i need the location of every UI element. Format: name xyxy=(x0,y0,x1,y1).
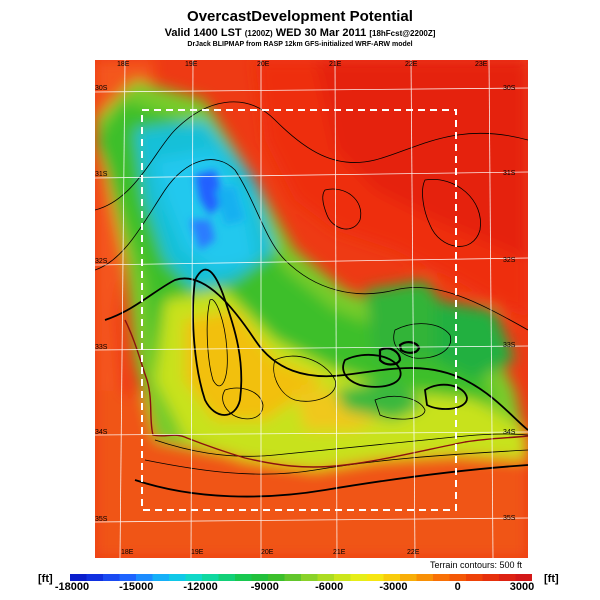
colorbar-swatch xyxy=(416,574,434,581)
colorbar-swatch xyxy=(383,574,401,581)
colorbar-swatch xyxy=(86,574,104,581)
lon-label: 21E xyxy=(329,61,342,68)
colorbar-swatch xyxy=(482,574,500,581)
colorbar-swatch xyxy=(433,574,451,581)
colorbar-tick-label: -12000 xyxy=(183,581,218,593)
colorbar-tick-label: -18000 xyxy=(54,581,90,593)
model-description: DrJack BLIPMAP from RASP 12km GFS-initia… xyxy=(187,41,413,48)
lon-labels-top: 18E 19E 20E 21E 22E 23E xyxy=(117,61,488,68)
lat-label: 31S xyxy=(503,170,516,177)
lon-label: 20E xyxy=(261,549,274,556)
colorbar xyxy=(70,574,532,581)
colorbar-swatch xyxy=(103,574,121,581)
field-shading xyxy=(95,60,528,558)
colorbar-swatch xyxy=(301,574,319,581)
valid-date: WED 30 Mar 2011 xyxy=(275,27,367,39)
colorbar-swatch xyxy=(169,574,187,581)
lat-label: 34S xyxy=(503,429,516,436)
colorbar-tick-label: -9000 xyxy=(250,581,279,593)
colorbar-units-left: [ft] xyxy=(38,573,53,585)
lon-label: 19E xyxy=(185,61,198,68)
colorbar-swatch xyxy=(449,574,467,581)
colorbar-tick-label: 0 xyxy=(454,581,461,593)
graticule xyxy=(95,60,528,558)
colorbar-swatch xyxy=(317,574,335,581)
colorbar-swatch xyxy=(284,574,302,581)
lat-label: 30S xyxy=(95,85,108,92)
colorbar-swatch xyxy=(499,574,517,581)
colorbar-units-right: [ft] xyxy=(544,573,559,585)
colorbar-swatch xyxy=(202,574,220,581)
terrain-contours xyxy=(95,101,528,498)
lat-label: 35S xyxy=(503,515,516,522)
colorbar-swatch xyxy=(235,574,253,581)
colorbar-tick-label: 3000 xyxy=(509,581,535,593)
lon-label: 18E xyxy=(121,549,134,556)
lon-label: 23E xyxy=(475,61,488,68)
valid-utc: (1200Z) xyxy=(244,29,273,38)
colorbar-swatch xyxy=(515,574,532,581)
colorbar-swatch xyxy=(152,574,170,581)
forecast-map: 18E 19E 20E 21E 22E 23E 18E 19E 20E 21E … xyxy=(95,60,528,558)
colorbar-tick-label: -6000 xyxy=(315,581,344,593)
colorbar-tick-label: -15000 xyxy=(119,581,154,593)
colorbar-swatch xyxy=(350,574,368,581)
blue-core xyxy=(195,170,225,215)
lat-label: 30S xyxy=(503,85,516,92)
colorbar-swatch xyxy=(268,574,286,581)
lat-label: 33S xyxy=(95,344,108,351)
lat-labels-right: 30S 31S 32S 33S 34S 35S xyxy=(503,85,516,522)
lon-label: 20E xyxy=(257,61,270,68)
inner-domain-box xyxy=(141,109,457,511)
lat-label: 34S xyxy=(95,429,108,436)
lat-label: 32S xyxy=(503,257,516,264)
lon-labels-bottom: 18E 19E 20E 21E 22E xyxy=(121,549,420,556)
lon-label: 22E xyxy=(407,549,420,556)
colorbar-swatch xyxy=(334,574,352,581)
colorbar-swatch xyxy=(400,574,418,581)
lon-label: 19E xyxy=(191,549,204,556)
lon-label: 18E xyxy=(117,61,130,68)
colorbar-tick-label: -3000 xyxy=(379,581,408,593)
colorbar-swatch xyxy=(367,574,385,581)
coastline xyxy=(124,319,528,468)
colorbar-swatch xyxy=(218,574,236,581)
lat-label: 32S xyxy=(95,258,108,265)
map-title: OvercastDevelopment Potential xyxy=(187,8,413,25)
colorbar-swatch xyxy=(251,574,269,581)
colorbar-swatch xyxy=(119,574,137,581)
lon-label: 21E xyxy=(333,549,346,556)
lat-label: 31S xyxy=(95,171,108,178)
lat-labels-left: 30S 31S 32S 33S 34S 35S xyxy=(95,85,108,523)
forecast-tag: [18hFcst@2200Z] xyxy=(369,29,436,38)
terrain-contour-note: Terrain contours: 500 ft xyxy=(429,560,522,570)
colorbar-swatch xyxy=(136,574,154,581)
colorbar-swatch xyxy=(70,574,88,581)
lat-label: 33S xyxy=(503,342,516,349)
lat-label: 35S xyxy=(95,516,108,523)
colorbar-swatch xyxy=(466,574,484,581)
lon-label: 22E xyxy=(405,61,418,68)
valid-time-line: Valid 1400 LST (1200Z) WED 30 Mar 2011 [… xyxy=(0,27,600,39)
valid-main: Valid 1400 LST xyxy=(164,27,242,39)
colorbar-swatch xyxy=(185,574,203,581)
